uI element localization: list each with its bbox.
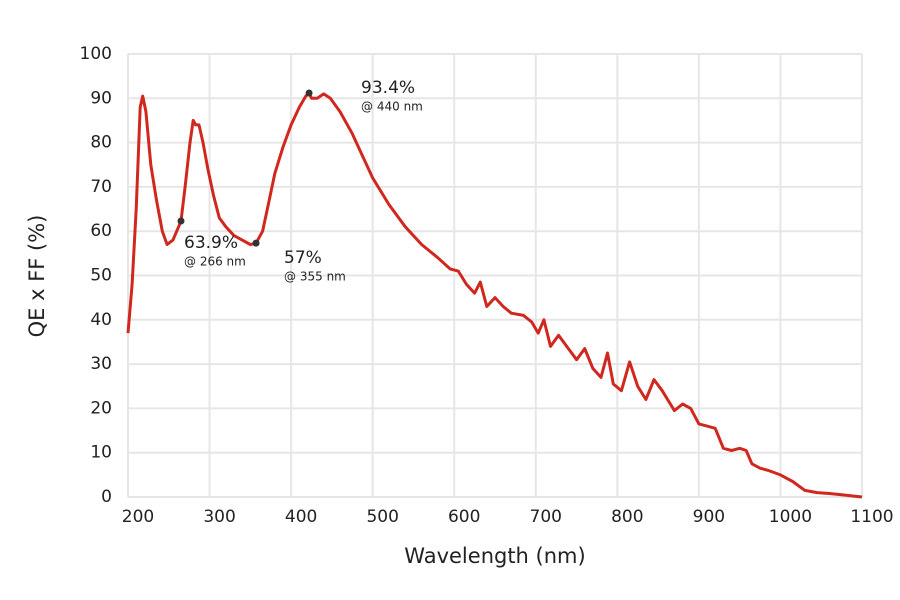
annotation-point xyxy=(177,217,185,225)
x-tick-label: 700 xyxy=(530,507,562,527)
annotation-point xyxy=(305,89,313,97)
y-tick-label: 40 xyxy=(90,310,112,330)
annotation-note: @ 440 nm xyxy=(361,99,423,113)
x-tick-label: 1100 xyxy=(850,507,893,527)
x-tick-label: 200 xyxy=(122,507,154,527)
y-tick-label: 70 xyxy=(90,177,112,197)
x-axis-label: Wavelength (nm) xyxy=(404,544,585,568)
y-tick-label: 30 xyxy=(90,354,112,374)
y-tick-label: 0 xyxy=(101,487,112,507)
data-line xyxy=(126,91,863,499)
annotation-note: @ 266 nm xyxy=(184,255,246,269)
x-tick-label: 300 xyxy=(203,507,235,527)
annotation-text: 93.4% xyxy=(361,78,415,98)
y-tick-label: 80 xyxy=(90,133,112,153)
annotation-text: 63.9% xyxy=(184,233,238,253)
annotation-text: 57% xyxy=(284,248,322,268)
y-tick-label: 20 xyxy=(90,398,112,418)
x-tick-label: 1000 xyxy=(769,507,812,527)
y-axis-label: QE x FF (%) xyxy=(25,215,49,338)
annotation-note: @ 355 nm xyxy=(284,270,346,284)
x-tick-label: 400 xyxy=(285,507,317,527)
y-tick-label: 10 xyxy=(90,443,112,463)
y-tick-label: 60 xyxy=(90,221,112,241)
y-tick-label: 90 xyxy=(90,88,112,108)
annotation-point xyxy=(252,239,260,247)
x-tick-label: 600 xyxy=(448,507,480,527)
y-tick-label: 100 xyxy=(80,44,112,64)
x-tick-label: 900 xyxy=(693,507,725,527)
y-tick-label: 50 xyxy=(90,266,112,286)
x-tick-label: 500 xyxy=(366,507,398,527)
x-tick-label: 800 xyxy=(611,507,643,527)
